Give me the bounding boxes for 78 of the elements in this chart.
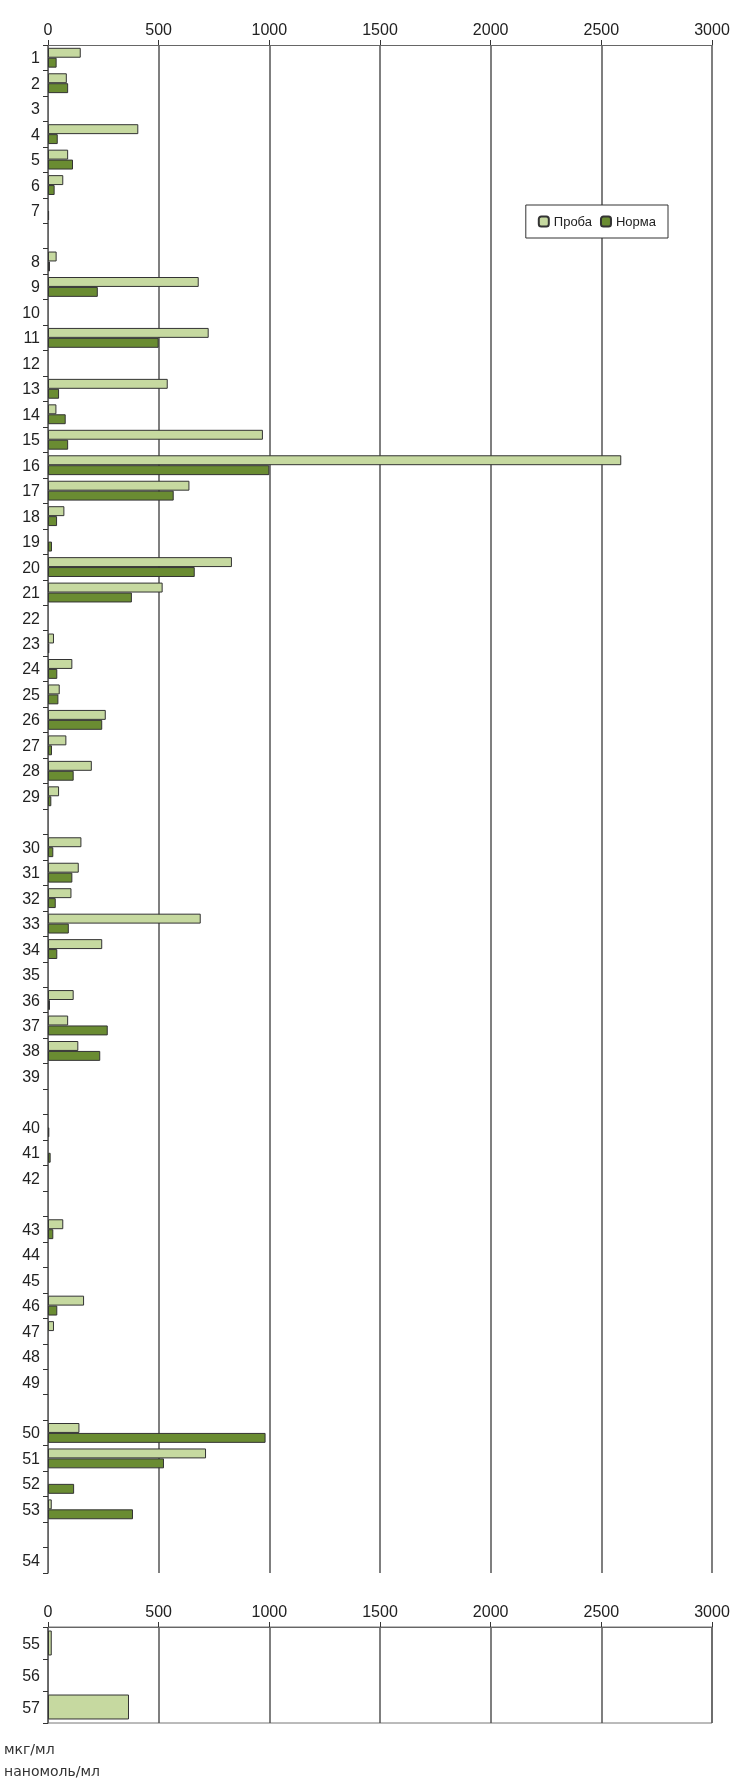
y-tick-label: 51	[22, 1449, 41, 1467]
y-tick-label: 10	[22, 303, 41, 321]
y-tick-label: 26	[22, 711, 41, 729]
y-tick-label: 55	[22, 1634, 41, 1652]
y-tick-label: 40	[22, 1118, 41, 1136]
x-tick-label: 1500	[362, 20, 398, 38]
y-tick-label: 2	[31, 74, 41, 92]
bar	[48, 1321, 54, 1332]
x-tick-label: 3000	[694, 20, 730, 38]
y-tick-label: 57	[22, 1698, 41, 1716]
y-tick-label: 7	[31, 202, 41, 220]
y-tick-label: 9	[31, 278, 41, 296]
text: наномоль/мл	[4, 1762, 101, 1781]
y-tick-label: 15	[22, 431, 41, 449]
y-tick-label: 27	[22, 736, 41, 754]
x-tick-label: 2000	[472, 1602, 509, 1620]
y-tick-label: 30	[22, 838, 41, 856]
x-tick-label: 0	[43, 1602, 53, 1620]
x-tick-label: 1000	[251, 20, 288, 38]
y-tick-label: 31	[22, 864, 41, 882]
y-tick-label: 29	[22, 787, 41, 805]
y-tick-label: 21	[22, 584, 41, 602]
bar	[48, 541, 52, 552]
y-tick-label: 5	[31, 151, 41, 169]
y-tick-label: 20	[22, 558, 41, 576]
y-tick-label: 52	[22, 1475, 41, 1493]
y-tick-label: 44	[22, 1246, 41, 1264]
x-tick-label: 500	[145, 20, 173, 38]
y-tick-label: 24	[22, 660, 41, 678]
legend-label: Норма	[615, 214, 657, 229]
y-tick-label: 39	[22, 1067, 41, 1085]
y-tick-label: 4	[31, 125, 41, 143]
legend-label: Проба	[553, 214, 593, 229]
y-tick-label: 41	[22, 1144, 41, 1162]
y-tick-label: 48	[22, 1348, 41, 1366]
y-tick-label: 25	[22, 685, 41, 703]
y-tick-label: 50	[22, 1424, 41, 1442]
y-tick-label: 47	[22, 1322, 41, 1340]
y-tick-label: 37	[22, 1016, 41, 1034]
y-tick-label: 3	[31, 100, 41, 118]
y-tick-label: 54	[22, 1551, 41, 1569]
x-tick-label: 500	[145, 1602, 173, 1620]
y-tick-label: 56	[22, 1666, 41, 1684]
y-tick-label: 36	[22, 991, 41, 1009]
x-tick-label: 0	[43, 20, 53, 38]
y-tick-label: 23	[22, 634, 41, 652]
y-tick-label: 11	[23, 329, 41, 347]
x-tick-label: 1500	[362, 1602, 398, 1620]
x-tick-label: 1000	[251, 1602, 288, 1620]
y-tick-label: 35	[22, 966, 41, 984]
y-tick-label: 13	[22, 380, 41, 398]
y-tick-label: 22	[22, 609, 41, 627]
y-tick-label: 45	[22, 1271, 41, 1289]
x-tick-label: 3000	[694, 1602, 730, 1620]
x-tick-label: 2500	[583, 1602, 620, 1620]
y-tick-label: 28	[22, 762, 41, 780]
y-tick-label: 1	[31, 49, 41, 67]
text: мкг/мл	[4, 1740, 56, 1759]
x-tick-label: 2000	[472, 20, 509, 38]
y-tick-label: 43	[22, 1220, 41, 1238]
y-tick-label: 12	[22, 354, 41, 372]
y-tick-label: 14	[22, 405, 41, 423]
y-tick-label: 46	[22, 1297, 41, 1315]
y-tick-label: 6	[31, 176, 41, 194]
y-tick-label: 38	[22, 1042, 41, 1060]
y-tick-label: 17	[22, 482, 41, 500]
y-tick-label: 34	[22, 940, 41, 958]
y-tick-label: 19	[22, 533, 41, 551]
y-tick-label: 53	[22, 1500, 41, 1518]
y-tick-label: 8	[31, 252, 41, 270]
y-tick-label: 32	[22, 889, 41, 907]
bar	[48, 1483, 75, 1494]
y-tick-label: 18	[22, 507, 41, 525]
y-tick-label: 33	[22, 915, 41, 933]
y-tick-label: 49	[22, 1373, 41, 1391]
y-tick-label: 16	[22, 456, 41, 474]
y-tick-label: 42	[22, 1169, 41, 1187]
x-tick-label: 2500	[583, 20, 620, 38]
